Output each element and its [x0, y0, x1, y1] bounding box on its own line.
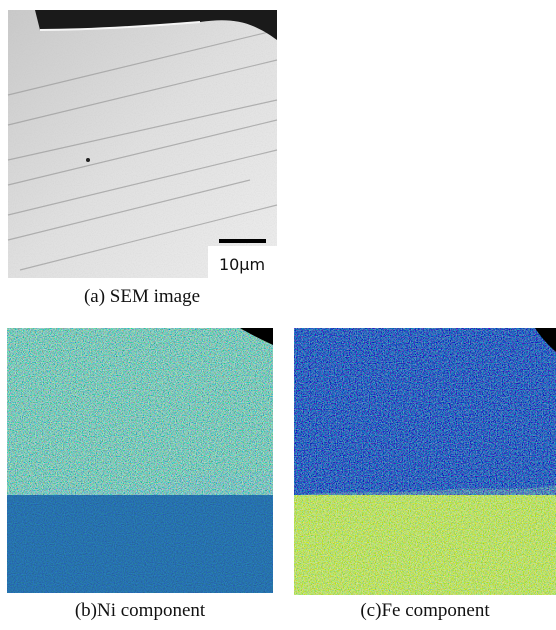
caption: (b)Ni component — [75, 600, 206, 621]
ni-map — [7, 328, 273, 593]
figure: 10μm (a) SEM image (b)Ni component (c)Fe… — [0, 0, 556, 625]
caption: (a) SEM image — [84, 286, 200, 307]
caption: (c)Fe component — [360, 600, 490, 621]
fe-map — [294, 328, 556, 595]
page: {"panels": [ {"caption": "(a) SEM image"… — [0, 0, 556, 625]
scale-bar-label: 10μm — [219, 255, 265, 274]
sem-image: 10μm — [8, 10, 277, 278]
